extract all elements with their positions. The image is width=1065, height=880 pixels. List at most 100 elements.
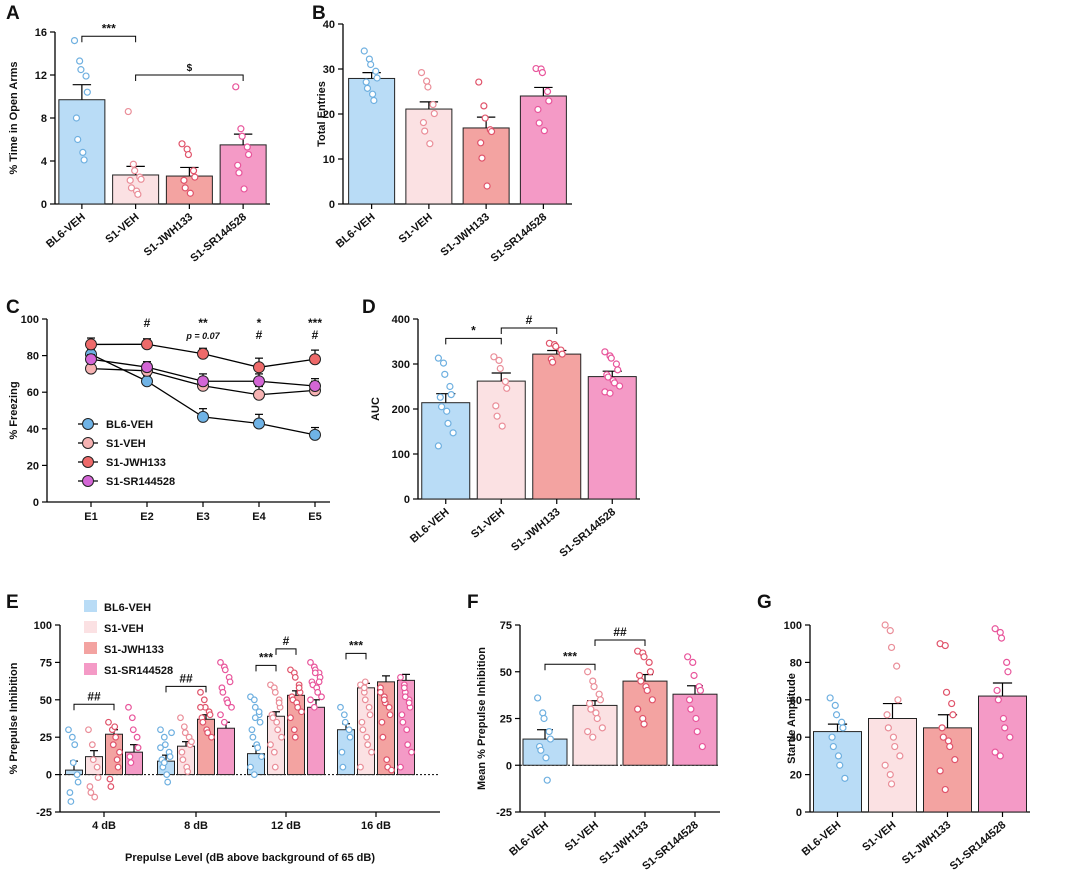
y-tick-label: 10 (323, 154, 335, 166)
bar-S1-SR144528 (219, 144, 267, 205)
data-point-BL6-VEH (76, 57, 84, 65)
data-point-S1-JWH133 (936, 767, 944, 775)
data-point-S1-JWH133 (298, 708, 305, 716)
x-tick-label-BL6-VEH: BL6-VEH (408, 506, 452, 545)
data-point-BL6-VEH (826, 694, 834, 702)
data-point-S1-SR144528 (228, 703, 235, 711)
y-tick-label: 20 (790, 770, 802, 782)
data-point-BL6-VEH (447, 391, 455, 399)
data-point-S1-SR144528 (219, 688, 227, 696)
data-point-S1-JWH133 (186, 189, 194, 197)
y-axis-label: AUC (370, 397, 382, 421)
data-point-S1-JWH133 (637, 677, 645, 685)
data-point-S1-VEH (368, 748, 375, 756)
data-point-S1-VEH (269, 714, 277, 722)
legend-marker-S1-SR144528 (82, 475, 94, 487)
y-axis-label: % Time in Open Arms (8, 61, 20, 174)
data-point-S1-SR144528 (685, 696, 694, 704)
data-point-S1-SR144528 (224, 699, 232, 707)
data-point-BL6-VEH (546, 735, 555, 743)
data-point-S1-VEH (496, 364, 504, 373)
legend-marker-S1-JWH133 (82, 456, 94, 468)
bar-S1-VEH (476, 380, 526, 500)
data-point-S1-VEH (364, 741, 372, 749)
data-point-BL6-VEH (248, 726, 256, 734)
data-point-S1-SR144528 (693, 727, 701, 736)
data-point-S1-SR144528 (311, 669, 319, 677)
y-tick-label: 50 (500, 667, 512, 679)
data-point-BL6-VEH (74, 135, 82, 144)
data-point-S1-VEH (278, 733, 285, 741)
data-point-S1-SR144528 (238, 132, 246, 140)
bar-S1-JWH133 (462, 127, 510, 205)
data-point-S1-JWH133 (949, 711, 957, 719)
data-point-S1-SR144528 (234, 161, 242, 169)
data-point-S1-VEH (596, 696, 605, 704)
significance-##: ## (613, 625, 627, 639)
data-point-S1-VEH (86, 783, 94, 790)
significance-***-bracket (345, 652, 367, 660)
data-point-BL6-VEH (363, 84, 372, 92)
data-point-S1-JWH133 (639, 714, 647, 723)
y-tick-label: 200 (392, 404, 410, 416)
significance-$-bracket (135, 74, 244, 81)
point-BL6-VEH (197, 410, 209, 423)
data-point-S1-SR144528 (401, 693, 409, 701)
data-point-S1-SR144528 (397, 763, 404, 771)
data-point-S1-VEH (430, 109, 438, 118)
data-point-S1-SR144528 (315, 678, 323, 686)
significance-#: # (526, 313, 533, 327)
data-point-BL6-VEH (249, 733, 257, 741)
x-tick-label-E5: E5 (308, 511, 321, 523)
data-point-S1-JWH133 (386, 711, 394, 719)
data-point-S1-VEH (883, 711, 891, 719)
data-point-S1-VEH (267, 741, 274, 749)
legend-label-S1-SR144528: S1-SR144528 (106, 476, 175, 488)
data-point-S1-JWH133 (377, 688, 384, 696)
data-point-S1-JWH133 (942, 688, 951, 696)
panel-label-f: F (467, 592, 479, 613)
data-point-S1-JWH133 (383, 756, 391, 764)
y-tick-label: 0 (796, 807, 802, 819)
panel-label-g: G (757, 592, 772, 613)
data-point-BL6-VEH (831, 701, 839, 710)
data-point-S1-SR144528 (991, 625, 999, 633)
point-S1-JWH133 (309, 353, 321, 366)
y-tick-label: 60 (790, 695, 802, 707)
data-point-S1-VEH (881, 621, 889, 629)
data-point-S1-VEH (361, 696, 369, 704)
x-tick-label-S1-SR144528: S1-SR144528 (489, 211, 550, 265)
data-point-S1-VEH (598, 724, 606, 732)
x-tick-label-S1-JWH133: S1-JWH133 (900, 819, 954, 867)
x-tick-label-S1-SR144528: S1-SR144528 (188, 211, 249, 265)
data-point-BL6-VEH (258, 753, 265, 761)
y-axis-label: % Freezing (8, 381, 20, 439)
data-point-S1-VEH (585, 699, 594, 708)
data-point-S1-SR144528 (243, 143, 251, 151)
data-point-BL6-VEH (164, 778, 172, 786)
point-S1-JWH133 (85, 338, 97, 351)
x-tick-label-BL6-VEH: BL6-VEH (44, 211, 88, 250)
data-point-BL6-VEH (250, 771, 258, 778)
data-point-S1-SR144528 (991, 748, 999, 756)
data-point-BL6-VEH (161, 741, 169, 749)
data-point-S1-SR144528 (125, 703, 132, 711)
x-tick-label-8 dB: 8 dB (184, 820, 208, 832)
data-point-BL6-VEH (73, 771, 81, 778)
data-point-S1-SR144528 (232, 83, 240, 91)
bar-S1-JWH133 (532, 353, 582, 500)
bar-S1-SR144528-12 dB (307, 706, 325, 776)
y-tick-label: 8 (41, 113, 47, 125)
data-point-S1-SR144528 (408, 748, 415, 756)
data-point-S1-VEH (94, 774, 102, 781)
legend-swatch-S1-VEH (84, 621, 97, 633)
y-tick-label: 25 (40, 732, 52, 744)
data-point-S1-VEH (271, 763, 279, 771)
data-point-S1-JWH133 (646, 668, 655, 676)
y-tick-label: 100 (21, 314, 39, 326)
data-point-S1-SR144528 (606, 389, 614, 397)
data-point-S1-VEH (887, 643, 896, 652)
data-point-BL6-VEH (79, 148, 87, 156)
data-point-S1-JWH133 (113, 756, 121, 764)
